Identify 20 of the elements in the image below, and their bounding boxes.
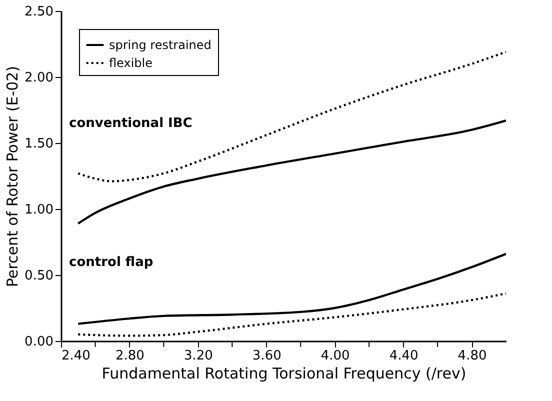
y-tick-label: 2.00	[24, 70, 54, 86]
x-tick-label: 3.20	[184, 348, 213, 364]
y-tick-label: 2.50	[24, 4, 54, 20]
legend-label: spring restrained	[109, 38, 212, 52]
line-series	[77, 292, 506, 337]
x-tick-label: 2.80	[115, 348, 144, 364]
x-tick-label: 4.40	[389, 348, 418, 364]
x-tick-label: 4.00	[320, 348, 350, 364]
y-tick-label: 1.00	[24, 202, 54, 218]
x-tick-label: 2.40	[62, 348, 90, 364]
x-tick-label: 3.60	[252, 348, 282, 364]
x-tick-label: 4.80	[458, 348, 487, 364]
y-tick-label: 0.50	[24, 268, 54, 284]
y-tick-label: 0.00	[24, 334, 54, 350]
annotation: conventional IBC	[69, 116, 192, 132]
y-axis-title: Percent of Rotor Power (E-02)	[4, 66, 22, 288]
x-axis-title: Fundamental Rotating Torsional Frequency (/rev)	[102, 364, 466, 382]
annotation: control flap	[69, 254, 154, 270]
y-tick-label: 1.50	[24, 136, 54, 152]
legend-label: flexible	[109, 56, 152, 70]
